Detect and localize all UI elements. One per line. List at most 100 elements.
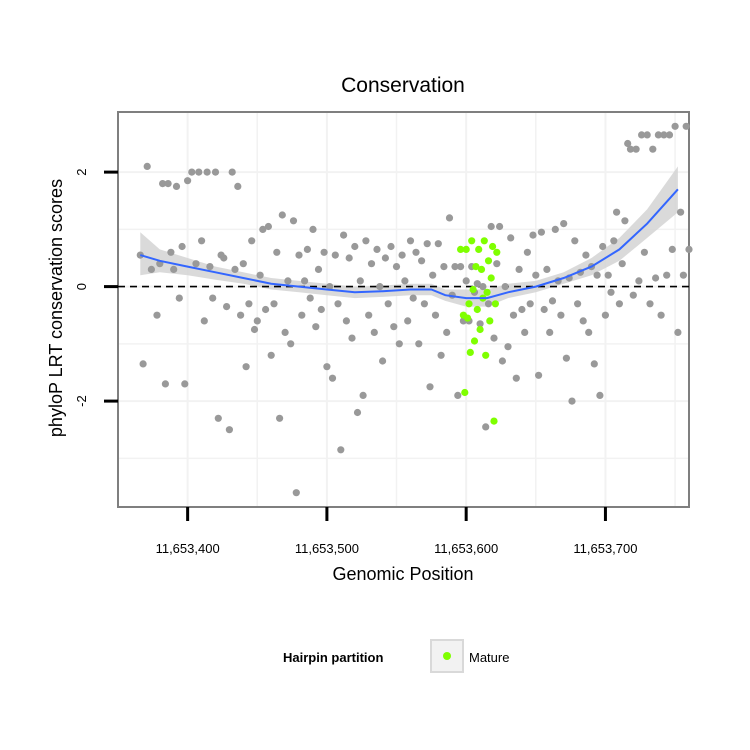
mature-point [482,351,490,359]
other-point [237,311,245,319]
other-point [682,122,690,130]
mature-point [476,325,484,334]
x-tick-label: 11,653,600 [434,541,498,556]
other-point [674,328,682,336]
other-point [184,177,192,185]
other-point [490,334,498,342]
other-point [618,260,626,268]
other-point [437,351,445,359]
other-point [170,265,178,273]
other-point [668,245,676,253]
other-point [590,360,598,368]
other-point [613,208,621,216]
other-point [395,340,403,348]
other-point [412,248,420,256]
mature-point [464,314,472,322]
y-tick-label: -2 [74,395,89,407]
other-point [387,242,395,251]
x-tick-label: 11,653,700 [573,541,637,556]
other-point [665,131,674,139]
other-point [262,305,270,314]
other-point [404,317,412,325]
other-point [551,225,559,233]
other-point [328,374,337,382]
other-point [317,305,325,314]
other-point [198,237,206,245]
other-point [560,220,568,228]
other-point [457,263,465,271]
other-point [562,354,571,362]
other-point [209,294,217,302]
other-point [376,283,384,291]
other-point [287,340,295,348]
legend-title: Hairpin partition [283,650,383,665]
other-point [515,265,523,273]
other-point [206,263,214,271]
other-point [518,305,526,314]
other-point [326,283,334,291]
other-point [635,277,643,285]
other-point [629,291,637,299]
other-point [426,383,434,391]
other-point [643,131,651,139]
other-point [164,180,172,188]
other-point [345,254,353,262]
mature-point [480,237,488,245]
mature-point [457,245,465,253]
other-point [409,294,417,302]
other-point [482,423,490,431]
other-point [501,283,509,291]
other-point [167,248,175,256]
other-point [340,231,348,239]
other-point [234,182,242,190]
x-tick-label: 11,653,500 [295,541,359,556]
other-point [136,251,144,259]
other-point [585,328,593,336]
other-point [496,222,504,231]
mature-point [477,265,486,273]
other-point [543,265,551,273]
other-point [646,300,654,308]
mature-point [462,245,470,253]
mature-point [491,300,499,308]
y-axis-title: phyloP LRT conservation scores [46,179,66,437]
other-point [431,311,440,319]
mature-point [486,317,494,325]
other-point [423,240,431,248]
other-point [671,122,679,130]
other-point [348,334,356,342]
other-point [242,363,250,371]
other-point [624,139,632,148]
other-point [401,277,409,285]
other-point [306,294,314,302]
smooth-fit-line [140,188,679,300]
legend-key-mature-point [443,652,451,660]
mature-point [468,237,476,245]
other-point [398,251,406,259]
x-axis-title: Genomic Position [332,564,473,584]
other-point [429,271,437,279]
other-point [312,323,320,331]
other-point [443,328,451,336]
other-point [353,408,362,417]
other-point [284,277,292,285]
other-point [546,328,554,336]
other-point [188,168,196,176]
other-point [537,228,546,236]
mature-point [484,257,493,265]
other-point [473,280,481,288]
other-point [192,260,200,268]
other-point [390,323,398,331]
mature-point [489,242,497,251]
mature-point [465,300,473,308]
other-point [498,357,506,365]
other-point [373,245,381,253]
mature-point [490,417,498,425]
other-point [139,360,147,368]
other-point [214,414,222,422]
legend: Hairpin partition Mature [283,639,509,673]
other-point [535,371,543,379]
other-point [596,391,604,399]
other-point [281,328,289,336]
